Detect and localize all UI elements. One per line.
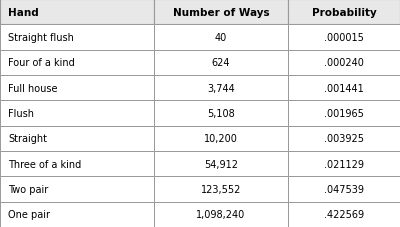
Text: Probability: Probability [312, 8, 376, 17]
Bar [154, 202, 288, 227]
Text: 624: 624 [212, 58, 230, 68]
Text: Hand: Hand [8, 8, 39, 17]
Text: One pair: One pair [8, 210, 50, 219]
Bar [154, 151, 288, 177]
Bar [154, 101, 288, 126]
Text: .422569: .422569 [324, 210, 364, 219]
Bar [0, 177, 154, 202]
Bar [0, 0, 154, 25]
Text: .000240: .000240 [324, 58, 364, 68]
Text: Number of Ways: Number of Ways [173, 8, 269, 17]
Text: .047539: .047539 [324, 184, 364, 194]
Bar [154, 50, 288, 76]
Text: .003925: .003925 [324, 134, 364, 144]
Bar [288, 202, 400, 227]
Text: 10,200: 10,200 [204, 134, 238, 144]
Text: 54,912: 54,912 [204, 159, 238, 169]
Text: .001965: .001965 [324, 109, 364, 118]
Text: Two pair: Two pair [8, 184, 48, 194]
Bar [288, 101, 400, 126]
Text: Full house: Full house [8, 83, 58, 93]
Bar [154, 76, 288, 101]
Text: Flush: Flush [8, 109, 34, 118]
Bar [288, 151, 400, 177]
Text: Three of a kind: Three of a kind [8, 159, 81, 169]
Bar [154, 177, 288, 202]
Bar [154, 126, 288, 151]
Text: Four of a kind: Four of a kind [8, 58, 75, 68]
Text: 123,552: 123,552 [201, 184, 241, 194]
Text: Straight: Straight [8, 134, 47, 144]
Bar [0, 202, 154, 227]
Text: 1,098,240: 1,098,240 [196, 210, 246, 219]
Text: 3,744: 3,744 [207, 83, 235, 93]
Bar [0, 25, 154, 50]
Bar [288, 0, 400, 25]
Text: .000015: .000015 [324, 33, 364, 43]
Text: 40: 40 [215, 33, 227, 43]
Text: 5,108: 5,108 [207, 109, 235, 118]
Bar [288, 25, 400, 50]
Bar [288, 50, 400, 76]
Bar [0, 101, 154, 126]
Bar [288, 76, 400, 101]
Text: .001441: .001441 [324, 83, 364, 93]
Text: .021129: .021129 [324, 159, 364, 169]
Bar [154, 25, 288, 50]
Bar [154, 0, 288, 25]
Bar [0, 76, 154, 101]
Bar [288, 126, 400, 151]
Bar [288, 177, 400, 202]
Bar [0, 126, 154, 151]
Bar [0, 151, 154, 177]
Text: Straight flush: Straight flush [8, 33, 74, 43]
Bar [0, 50, 154, 76]
